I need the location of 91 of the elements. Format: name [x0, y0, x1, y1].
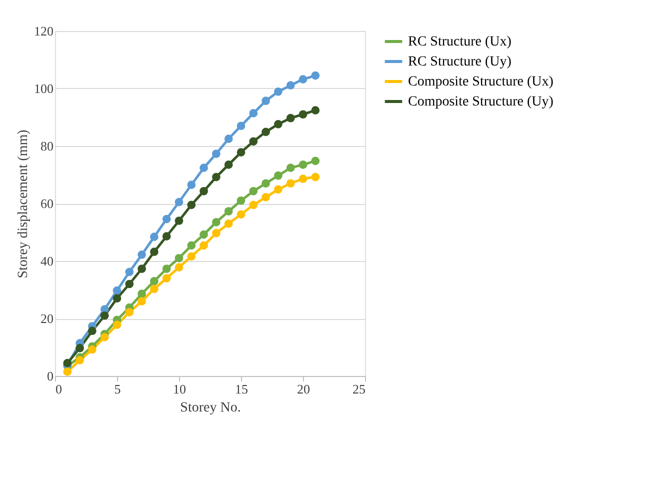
x-tick-label: 25: [352, 382, 366, 396]
point: [224, 160, 233, 169]
y-axis-title: Storey displacement (mm): [16, 129, 31, 278]
point: [187, 252, 196, 261]
point: [262, 128, 270, 136]
point: [262, 96, 270, 106]
point: [162, 274, 171, 282]
point: [286, 164, 295, 172]
legend-label: RC Structure (Uy): [408, 54, 512, 70]
point: [274, 120, 282, 128]
point: [298, 75, 308, 84]
point: [125, 308, 134, 316]
point: [138, 250, 146, 259]
point: [150, 248, 158, 256]
point: [162, 264, 171, 273]
point: [311, 172, 320, 182]
point: [174, 254, 184, 262]
point: [249, 200, 258, 210]
point: [274, 87, 282, 96]
point: [138, 264, 146, 273]
point: [150, 284, 158, 294]
point: [249, 137, 258, 146]
point: [298, 110, 308, 119]
point: [298, 160, 308, 169]
point: [162, 214, 171, 224]
point: [200, 241, 208, 250]
point: [262, 179, 270, 188]
point: [236, 148, 246, 156]
point: [286, 114, 295, 122]
point: [112, 320, 122, 329]
point: [150, 276, 158, 286]
point: [212, 218, 220, 226]
x-axis-title: Storey No.: [180, 400, 241, 416]
point: [249, 109, 258, 118]
y-tick-label: 120: [34, 24, 54, 38]
point: [311, 71, 320, 80]
point: [63, 368, 72, 376]
point: [138, 297, 146, 306]
y-tick-label: 0: [47, 368, 54, 384]
point: [212, 172, 220, 182]
x-tick-label: 10: [173, 382, 186, 396]
x-tick-label: 15: [235, 382, 248, 396]
point: [200, 230, 208, 239]
point: [150, 232, 158, 242]
point: [112, 294, 122, 303]
legend-label: RC Structure (Ux): [408, 34, 512, 50]
point: [187, 180, 196, 189]
point: [286, 179, 295, 188]
x-tick-label: 20: [297, 382, 310, 396]
point: [236, 196, 246, 205]
point: [76, 356, 84, 364]
legend-label: Composite Structure (Ux): [408, 74, 554, 90]
point: [311, 106, 320, 115]
point: [274, 185, 282, 194]
point: [100, 333, 109, 342]
point: [236, 122, 246, 130]
point: [286, 81, 295, 90]
y-tick-label: 40: [40, 254, 54, 268]
point: [311, 156, 320, 166]
point: [212, 150, 220, 158]
point: [76, 344, 84, 352]
point: [162, 232, 171, 240]
point: [274, 171, 282, 180]
y-tick-label: 60: [40, 196, 54, 211]
point: [88, 326, 96, 336]
point: [200, 186, 208, 196]
point: [112, 286, 122, 295]
point: [224, 207, 233, 216]
point: [88, 345, 96, 354]
point: [298, 174, 308, 183]
point: [236, 210, 246, 219]
point: [187, 200, 196, 210]
point: [100, 311, 109, 320]
point: [224, 219, 233, 228]
point: [262, 193, 270, 202]
point: [187, 241, 196, 250]
point: [224, 134, 233, 143]
point: [138, 290, 146, 298]
x-tick-label: 5: [114, 382, 121, 396]
point: [174, 198, 184, 206]
y-tick-label: 20: [40, 311, 54, 326]
point: [174, 216, 184, 225]
point: [212, 228, 220, 238]
point: [174, 263, 184, 272]
y-tick-label: 100: [34, 81, 54, 96]
point: [200, 164, 208, 172]
point: [125, 280, 134, 288]
y-tick-label: 80: [40, 138, 54, 154]
legend-label: Composite Structure (Uy): [408, 94, 554, 110]
point: [249, 186, 258, 196]
point: [125, 268, 134, 276]
